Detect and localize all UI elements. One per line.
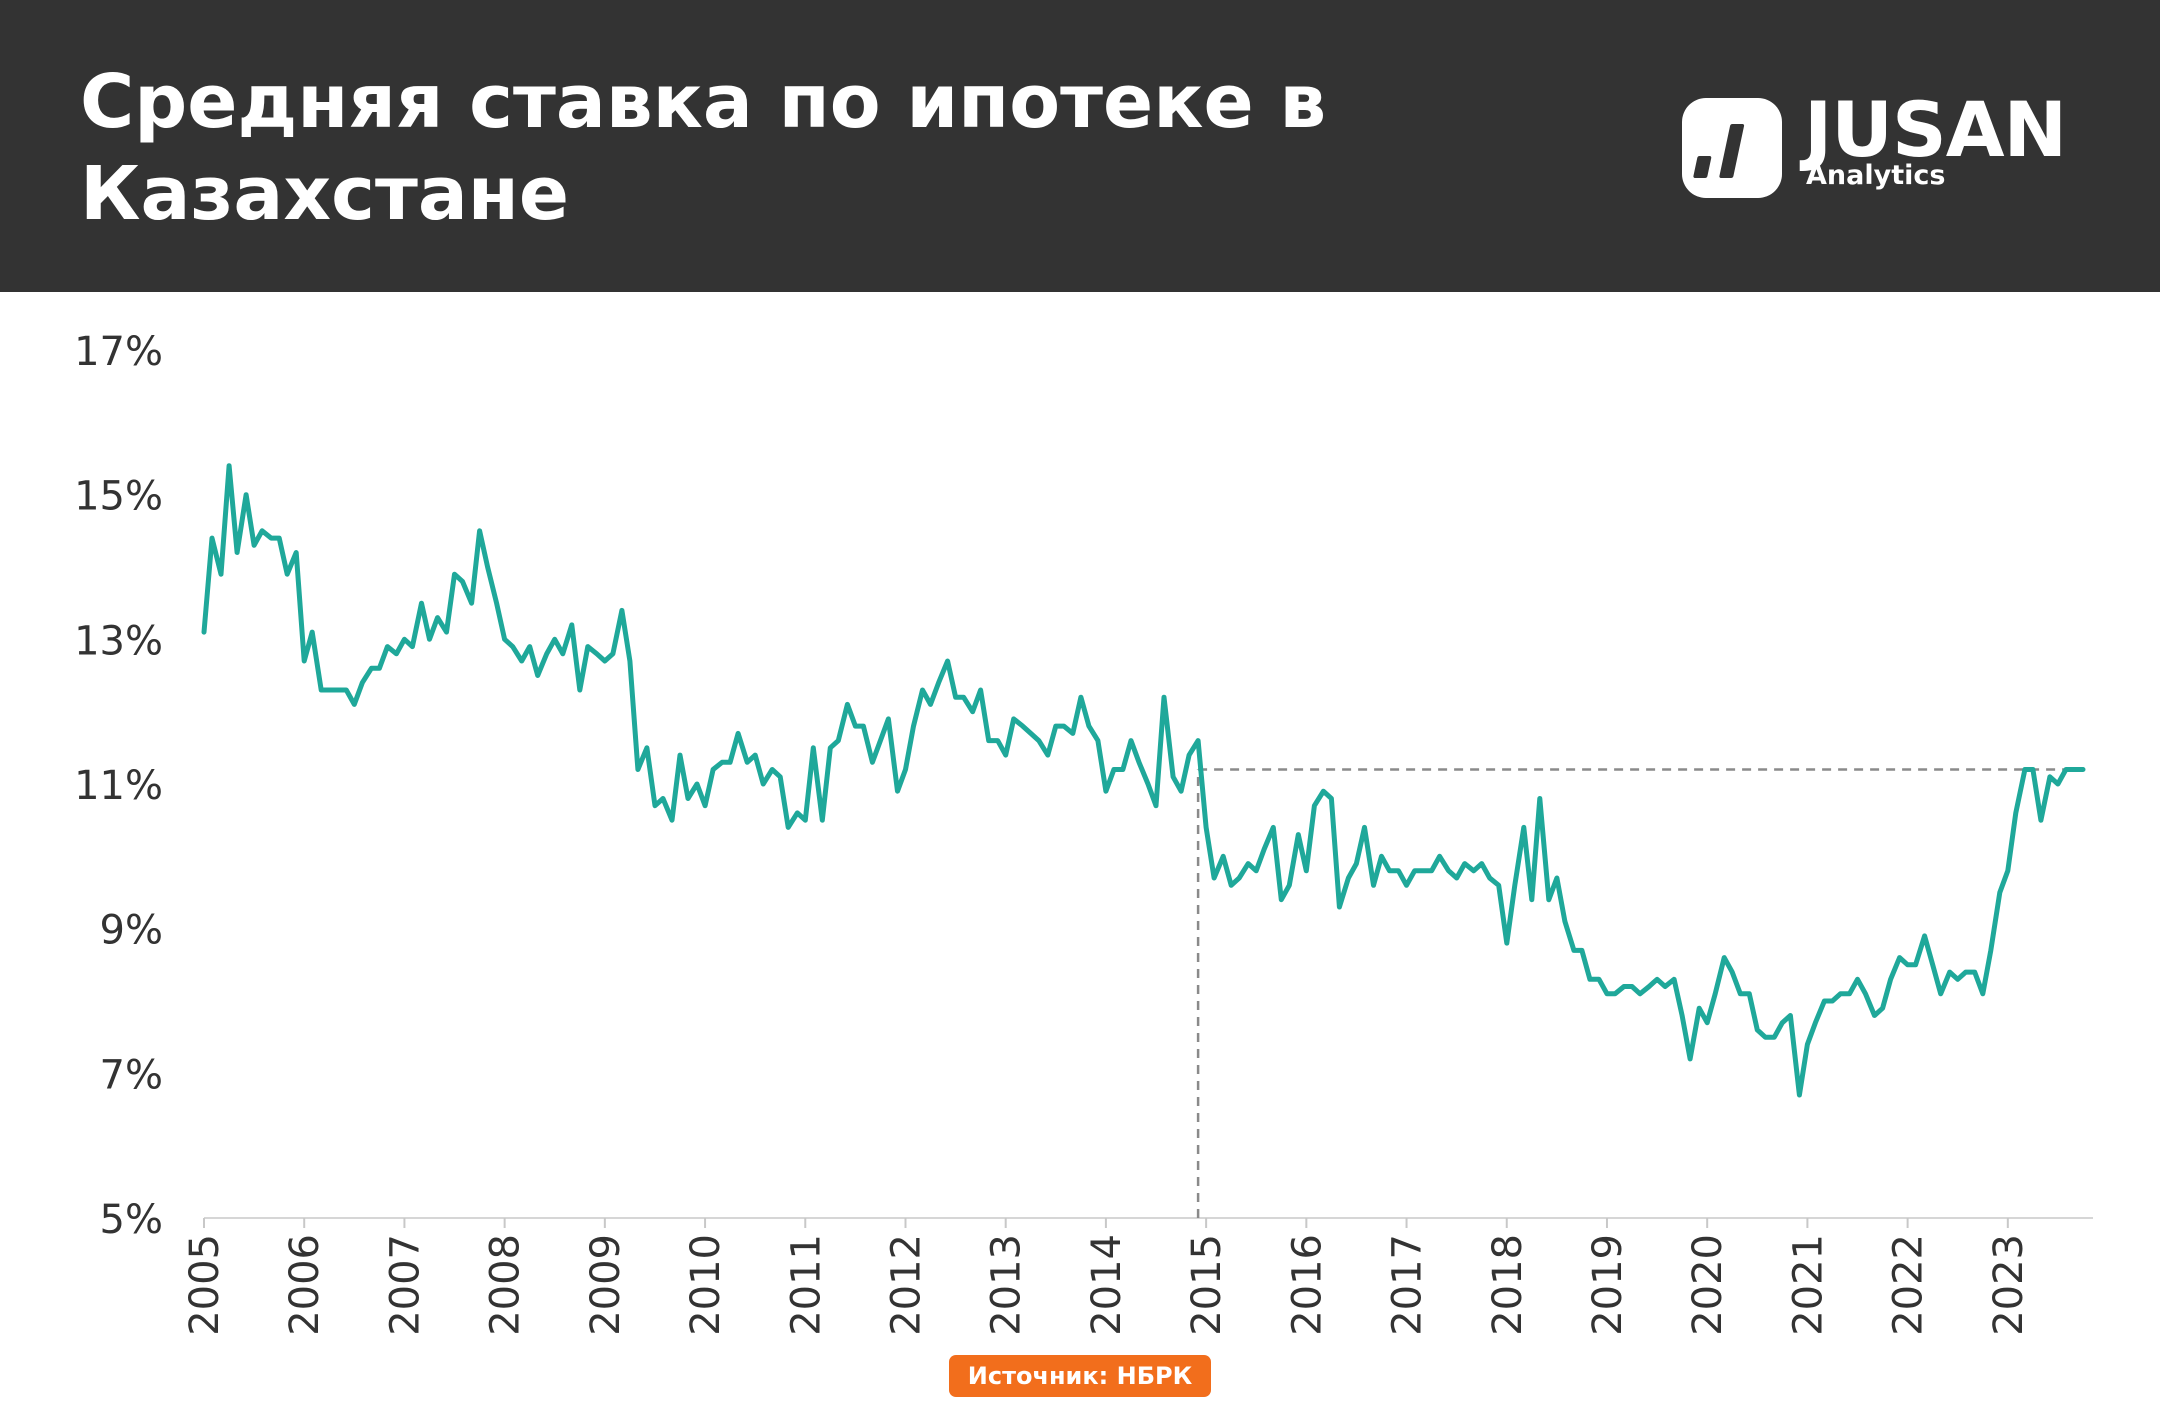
x-tick-label: 2015	[1184, 1234, 1230, 1336]
x-tick-label: 2006	[282, 1234, 328, 1336]
x-tick-label: 2009	[583, 1234, 629, 1336]
x-tick-label: 2012	[883, 1234, 929, 1336]
x-tick-label: 2019	[1585, 1234, 1631, 1336]
chart-title: Средняя ставка по ипотеке в Казахстане	[80, 56, 1380, 240]
line-chart: 5% 7% 9% 11% 13% 15% 17% 2005 2006 2007 2008 2009 20…	[74, 329, 2093, 1336]
y-tick-label: 17%	[74, 329, 163, 375]
chart-bars-icon	[1682, 98, 1782, 198]
y-tick-label: 7%	[100, 1052, 163, 1098]
x-tick-label: 2014	[1084, 1234, 1130, 1336]
x-tick-label: 2020	[1685, 1234, 1731, 1336]
x-tick-label: 2023	[1986, 1234, 2032, 1336]
source-badge: Источник: НБРК	[949, 1355, 1211, 1397]
x-tick-label: 2022	[1886, 1234, 1932, 1336]
x-tick-label: 2008	[483, 1234, 529, 1336]
x-tick-label: 2018	[1485, 1234, 1531, 1336]
chart-title-line-1: Средняя ставка по ипотеке в	[80, 59, 1327, 145]
x-tick-label: 2011	[783, 1234, 829, 1336]
x-tick-label: 2010	[683, 1234, 729, 1336]
x-tick-label: 2013	[984, 1234, 1030, 1336]
x-tick-label: 2021	[1785, 1234, 1831, 1336]
y-tick-label: 13%	[74, 618, 163, 664]
y-tick-label: 9%	[100, 908, 163, 954]
chart-title-line-2: Казахстане	[80, 151, 570, 237]
x-tick-label: 2005	[182, 1234, 228, 1336]
logo-name: JUSAN	[1804, 85, 2067, 174]
y-tick-label: 11%	[74, 763, 163, 809]
y-tick-label: 15%	[74, 474, 163, 520]
x-tick-label: 2017	[1385, 1234, 1431, 1336]
y-tick-label: 5%	[100, 1197, 163, 1243]
header-banner: Средняя ставка по ипотеке в Казахстане J…	[0, 0, 2160, 292]
jusan-analytics-logo: JUSAN Analytics	[1682, 90, 2102, 206]
series-line-mortgage-rate	[201, 463, 2086, 1098]
x-tick-label: 2016	[1284, 1234, 1330, 1336]
x-tick-label: 2007	[382, 1234, 428, 1336]
logo-subtitle: Analytics	[1806, 160, 1946, 191]
